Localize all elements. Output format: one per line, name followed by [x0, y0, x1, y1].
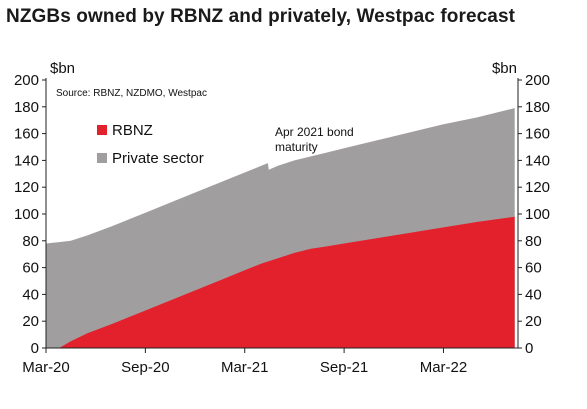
chart-title: NZGBs owned by RBNZ and privately, Westp…: [6, 6, 516, 27]
y-tick-label-left: 120: [14, 179, 39, 196]
y-tick-label-right: 40: [525, 286, 542, 303]
y-tick-label-left: 100: [14, 206, 39, 223]
x-tick-label: Mar-21: [221, 359, 269, 376]
annotation-line: Apr 2021 bond: [275, 125, 354, 139]
y-unit-right: $bn: [492, 60, 517, 77]
y-tick-label-right: 160: [525, 126, 550, 143]
y-tick-label-right: 80: [525, 233, 542, 250]
source-note: Source: RBNZ, NZDMO, Westpac: [56, 88, 207, 99]
x-tick-label: Mar-22: [420, 359, 468, 376]
axes: [42, 78, 522, 353]
legend-label-private-sector: Private sector: [112, 150, 204, 167]
x-tick-label: Mar-20: [22, 359, 70, 376]
y-tick-label-right: 100: [525, 206, 550, 223]
y-tick-label-left: 0: [31, 340, 39, 357]
annotation-line: maturity: [275, 140, 318, 154]
legend-swatch-private-sector: [97, 153, 107, 163]
labels: 0 0 20 20 40 40 60 60 80 80 100 100 120 120 140 140 160 1…: [14, 60, 550, 376]
y-tick-label-left: 20: [22, 313, 39, 330]
y-tick-label-left: 140: [14, 152, 39, 169]
legend-label-rbnz: RBNZ: [112, 122, 153, 139]
y-tick-label-right: 60: [525, 260, 542, 277]
y-tick-label-right: 200: [525, 72, 550, 89]
y-tick-label-left: 160: [14, 126, 39, 143]
y-tick-label-left: 180: [14, 99, 39, 116]
y-unit-left: $bn: [50, 60, 75, 77]
x-tick-label: Sep-21: [320, 359, 368, 376]
y-tick-label-left: 80: [22, 233, 39, 250]
legend-swatch-rbnz: [97, 125, 107, 135]
y-tick-label-right: 20: [525, 313, 542, 330]
x-tick-label: Sep-20: [121, 359, 169, 376]
y-tick-label-left: 200: [14, 72, 39, 89]
y-tick-label-right: 0: [525, 340, 533, 357]
y-tick-label-left: 60: [22, 260, 39, 277]
y-tick-label-left: 40: [22, 286, 39, 303]
rbnz-area: [46, 216, 515, 348]
y-tick-label-right: 180: [525, 99, 550, 116]
y-tick-label-right: 140: [525, 152, 550, 169]
plot-areas: [46, 108, 515, 348]
y-tick-label-right: 120: [525, 179, 550, 196]
